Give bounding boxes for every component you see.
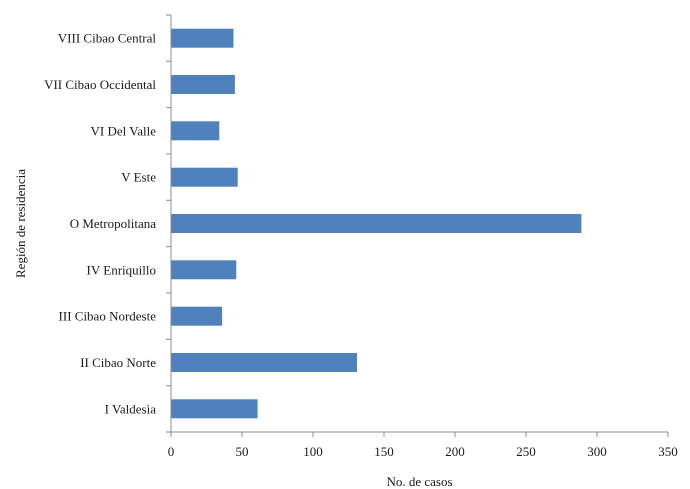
bar-9 bbox=[171, 399, 258, 419]
bar-7 bbox=[171, 306, 223, 326]
category-label: IV Enriquillo bbox=[87, 262, 156, 277]
x-tick-label: 350 bbox=[658, 444, 678, 459]
category-label: I Valdesia bbox=[105, 401, 157, 416]
x-tick-label: 150 bbox=[374, 444, 394, 459]
category-label: VI Del Valle bbox=[91, 123, 157, 138]
x-tick-labels: 0 50 100 150 200 250 300 350 bbox=[168, 444, 678, 459]
x-tick-label: 300 bbox=[587, 444, 607, 459]
bar-6 bbox=[171, 260, 237, 280]
bar-1 bbox=[171, 28, 234, 48]
bar-8 bbox=[171, 353, 357, 372]
category-label: V Este bbox=[121, 170, 156, 185]
x-tick-label: 0 bbox=[168, 444, 175, 459]
bar-2 bbox=[171, 75, 235, 94]
x-tick-label: 50 bbox=[236, 444, 249, 459]
bar-5 bbox=[171, 214, 582, 233]
y-axis-title: Región de residencia bbox=[13, 169, 28, 278]
category-label: VII Cibao Occidental bbox=[44, 77, 156, 92]
bars-group bbox=[171, 28, 582, 419]
y-axis-ticks bbox=[166, 14, 171, 433]
category-label: II Cibao Norte bbox=[80, 355, 156, 370]
x-axis-title: No. de casos bbox=[386, 474, 452, 489]
category-label: O Metropolitana bbox=[70, 216, 157, 231]
category-labels: VIII Cibao Central VII Cibao Occidental VI… bbox=[44, 31, 156, 417]
bar-4 bbox=[171, 167, 238, 187]
bar-3 bbox=[171, 121, 220, 141]
x-tick-label: 100 bbox=[303, 444, 323, 459]
x-axis-ticks bbox=[170, 432, 669, 437]
category-label: III Cibao Nordeste bbox=[59, 309, 157, 324]
category-label: VIII Cibao Central bbox=[58, 31, 157, 46]
x-tick-label: 250 bbox=[516, 444, 536, 459]
x-tick-label: 200 bbox=[445, 444, 465, 459]
